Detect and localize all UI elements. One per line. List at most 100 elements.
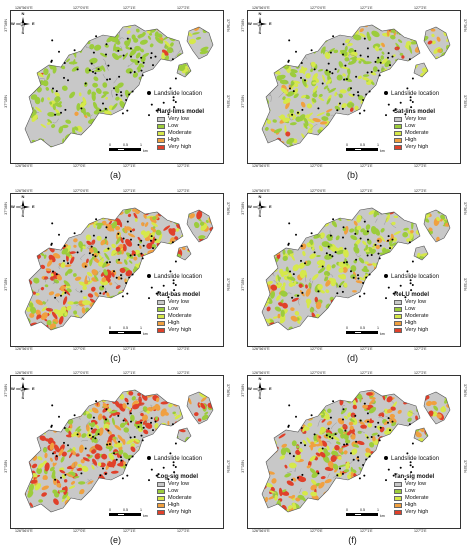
susceptibility-patch [372, 305, 381, 310]
susceptibility-patch [150, 477, 155, 482]
scale-bar: 0 0.5 1 km [346, 508, 396, 522]
susceptibility-patch [36, 411, 42, 418]
susceptibility-patch [66, 412, 73, 416]
susceptibility-patch [130, 446, 136, 452]
susceptibility-patch [86, 413, 93, 419]
susceptibility-patch [382, 79, 389, 87]
landslide-location-dot [366, 230, 369, 233]
susceptibility-patch [21, 228, 25, 236]
landslide-location-dot [389, 64, 391, 67]
landslide-location-dot [171, 58, 174, 61]
susceptibility-patch [277, 426, 282, 430]
landslide-location-dot [313, 251, 316, 254]
susceptibility-patch [130, 414, 135, 422]
susceptibility-patch [410, 446, 415, 452]
susceptibility-patch [193, 253, 203, 257]
susceptibility-patch [99, 31, 106, 35]
susceptibility-patch [281, 421, 286, 426]
susceptibility-patch [431, 40, 436, 45]
susceptibility-patch [320, 289, 325, 294]
susceptibility-patch [42, 447, 48, 453]
susceptibility-patch [185, 390, 190, 394]
susceptibility-patch [72, 228, 76, 236]
susceptibility-patch [359, 276, 364, 281]
susceptibility-patch [102, 82, 108, 88]
susceptibility-patch [20, 98, 26, 104]
susceptibility-patch [25, 326, 27, 330]
susceptibility-patch [352, 290, 357, 293]
terrain-line [139, 410, 145, 413]
susceptibility-patch [94, 453, 101, 460]
susceptibility-patch [437, 62, 443, 67]
susceptibility-patch [278, 433, 286, 439]
susceptibility-patch [59, 390, 64, 392]
legend-item-very-high: Very high [157, 327, 192, 334]
landslide-location-dot [358, 295, 361, 298]
north-arrow-icon: N S W E [248, 195, 272, 218]
susceptibility-patch [126, 132, 131, 136]
susceptibility-patch [389, 74, 395, 80]
susceptibility-patch [307, 317, 312, 325]
terrain-line [298, 298, 301, 306]
landslide-location-dot [411, 101, 414, 103]
susceptibility-patch [349, 107, 354, 112]
landslide-location-dot [118, 75, 121, 78]
susceptibility-patch [372, 484, 377, 490]
legend-label: Low [405, 306, 416, 312]
landslide-location-dot [389, 247, 391, 250]
landslide-location-dot [378, 439, 381, 442]
susceptibility-patch [352, 119, 357, 126]
landslide-location-dot [150, 468, 153, 471]
susceptibility-patch [198, 235, 206, 240]
susceptibility-patch [194, 428, 200, 432]
landslide-location-dot [154, 420, 157, 423]
susceptibility-patch [262, 295, 267, 301]
susceptibility-patch [440, 214, 446, 220]
susceptibility-patch [302, 403, 309, 407]
susceptibility-patch [201, 491, 206, 494]
susceptibility-patch [281, 489, 287, 493]
susceptibility-patch [299, 32, 304, 36]
landslide-location-dot [137, 60, 140, 63]
landslide-location-dot [408, 423, 411, 426]
study-area-outline [423, 26, 451, 60]
susceptibility-patch [44, 284, 49, 288]
legend-label: Very low [168, 299, 190, 305]
susceptibility-patch [291, 329, 299, 330]
susceptibility-patch [124, 278, 127, 283]
susceptibility-patch [196, 210, 203, 220]
susceptibility-patch [99, 129, 104, 138]
susceptibility-patch [109, 282, 113, 286]
susceptibility-patch [386, 121, 391, 126]
susceptibility-patch [438, 464, 444, 467]
susceptibility-patch [185, 230, 189, 234]
susceptibility-patch [439, 459, 445, 466]
susceptibility-patch [201, 424, 206, 427]
susceptibility-patch [81, 307, 86, 314]
landslide-location-dot [80, 107, 83, 110]
susceptibility-patch [325, 309, 329, 314]
susceptibility-patch [371, 297, 378, 306]
landslide-location-dot [102, 102, 104, 105]
susceptibility-patch [266, 306, 271, 312]
susceptibility-patch [327, 460, 335, 469]
susceptibility-patch [29, 312, 35, 318]
landslide-location-dot [126, 109, 129, 112]
terrain-line [113, 250, 120, 256]
susceptibility-patch [362, 404, 368, 409]
susceptibility-patch [68, 322, 75, 330]
susceptibility-patch [37, 145, 41, 147]
susceptibility-patch [400, 97, 406, 102]
susceptibility-patch [130, 277, 134, 283]
landslide-location-dot [172, 282, 175, 285]
susceptibility-patch [448, 311, 450, 316]
landslide-location-dot [140, 56, 143, 59]
landslide-location-dot [377, 69, 380, 72]
landslide-location-dot [317, 290, 320, 293]
legend-label: High [405, 502, 417, 508]
susceptibility-patch [285, 230, 290, 236]
landslide-location-dot [169, 87, 172, 90]
landslide-location-dot [358, 477, 361, 480]
landslide-location-dot [60, 476, 62, 479]
susceptibility-patch [36, 223, 42, 232]
